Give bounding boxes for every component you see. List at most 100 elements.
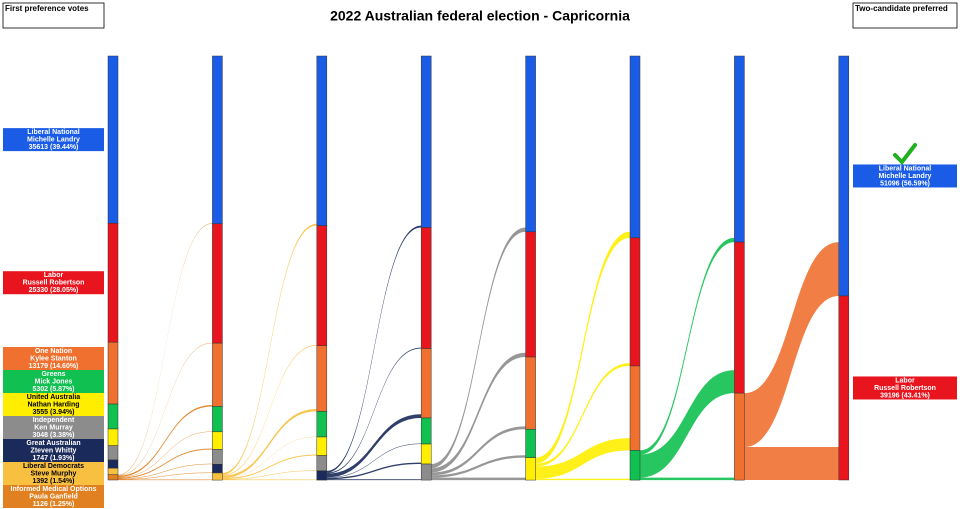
candidate-name: Russell Robertson	[874, 385, 936, 392]
vote-bar	[107, 222, 119, 343]
preference-flow	[222, 345, 317, 476]
candidate-label-box	[3, 393, 104, 416]
vote-label: 1747 (1.93%)	[32, 455, 74, 462]
preference-flow	[326, 414, 422, 478]
vote-bar	[107, 428, 119, 446]
candidate-name: Michelle Landry	[879, 173, 932, 180]
party-label: Informed Medical Options	[11, 486, 97, 493]
vote-bar	[107, 474, 119, 481]
vote-bar	[525, 356, 536, 430]
party-label: Labor	[44, 272, 64, 279]
preference-flow	[431, 352, 526, 473]
party-label: Greens	[41, 371, 65, 378]
preference-flow	[222, 454, 317, 480]
vote-bar	[212, 464, 223, 474]
vote-bar	[525, 428, 536, 458]
candidate-label-box	[853, 376, 957, 400]
preference-flow	[535, 363, 630, 467]
vote-bar	[212, 342, 223, 407]
preference-flow	[326, 462, 422, 480]
vote-bar	[420, 417, 432, 445]
vote-bar	[420, 348, 432, 419]
vote-bar	[316, 436, 328, 456]
preference-flow	[431, 477, 526, 481]
vote-bar	[212, 406, 223, 433]
vote-bar	[107, 55, 119, 224]
vote-bar	[316, 225, 328, 346]
preference-flow	[118, 431, 213, 478]
party-label: United Australia	[27, 394, 81, 401]
preference-flow	[535, 231, 630, 464]
vote-bar	[316, 345, 328, 412]
preference-flow	[326, 479, 422, 481]
vote-bar	[629, 237, 641, 367]
preference-flow	[431, 227, 526, 469]
vote-bar	[420, 227, 432, 349]
preference-flow	[326, 443, 422, 478]
party-label: One Nation	[35, 348, 72, 355]
right-heading-box	[852, 2, 958, 29]
preference-flow	[535, 438, 630, 479]
vote-label: 1392 (1.54%)	[32, 478, 74, 485]
chart-title: 2022 Australian federal election - Capri…	[330, 8, 630, 24]
candidate-label-box	[3, 416, 104, 439]
preference-flow	[640, 370, 735, 478]
preference-flow	[118, 479, 213, 481]
vote-bar	[107, 467, 119, 475]
preference-flow	[118, 463, 213, 479]
vote-bar	[734, 241, 745, 394]
candidate-label-box	[3, 439, 104, 462]
candidate-label-box	[3, 462, 104, 485]
candidate-label-box	[3, 347, 104, 370]
vote-bar	[212, 472, 223, 481]
preference-flow	[535, 478, 630, 481]
vote-label: 3555 (3.94%)	[32, 409, 74, 416]
preference-flow	[640, 237, 735, 455]
vote-bar	[734, 55, 745, 243]
preference-flow	[744, 242, 839, 448]
party-label: Liberal National	[879, 165, 932, 172]
vote-bar	[316, 455, 328, 472]
vote-label: 35613 (39.44%)	[29, 144, 79, 151]
preference-flow	[431, 426, 526, 476]
vote-bar	[629, 365, 641, 451]
preference-flow	[222, 223, 317, 475]
candidate-name: Mick Jones	[35, 378, 73, 385]
vote-bar	[525, 231, 536, 358]
vote-bar	[107, 445, 119, 461]
vote-bar	[629, 450, 641, 481]
vote-bar	[316, 411, 328, 438]
party-label: Liberal National	[27, 129, 80, 136]
vote-bar	[420, 463, 432, 481]
vote-label: 25330 (28.05%)	[29, 287, 79, 294]
candidate-name: Michelle Landry	[27, 136, 80, 143]
preference-flow	[326, 347, 422, 474]
winner-check	[893, 143, 917, 166]
vote-bar	[420, 443, 432, 465]
vote-bar	[838, 295, 850, 481]
candidate-label-box	[3, 128, 104, 152]
preference-flow	[118, 223, 213, 476]
vote-bar	[212, 55, 223, 225]
left-heading-box	[2, 2, 105, 29]
vote-bar	[838, 55, 850, 297]
preference-flow	[118, 472, 213, 480]
candidate-name: Zteven Whitty	[31, 447, 77, 454]
preference-flow	[222, 479, 317, 481]
preference-flow	[118, 448, 213, 479]
party-label: Independent	[33, 417, 75, 424]
right-heading: Two-candidate preferred	[855, 4, 948, 13]
vote-bar	[734, 392, 745, 481]
preference-flow	[118, 405, 213, 478]
vote-bar	[525, 457, 536, 481]
vote-label: 3048 (3.38%)	[32, 432, 74, 439]
party-label: Liberal Democrats	[23, 463, 84, 470]
candidate-name: Russell Robertson	[23, 280, 85, 287]
candidate-label-box	[3, 370, 104, 393]
candidate-name: Nathan Harding	[27, 401, 79, 408]
candidate-name: Steve Murphy	[31, 470, 77, 477]
preference-flow	[640, 477, 735, 481]
vote-bar	[212, 431, 223, 450]
candidate-label-box	[3, 485, 104, 508]
